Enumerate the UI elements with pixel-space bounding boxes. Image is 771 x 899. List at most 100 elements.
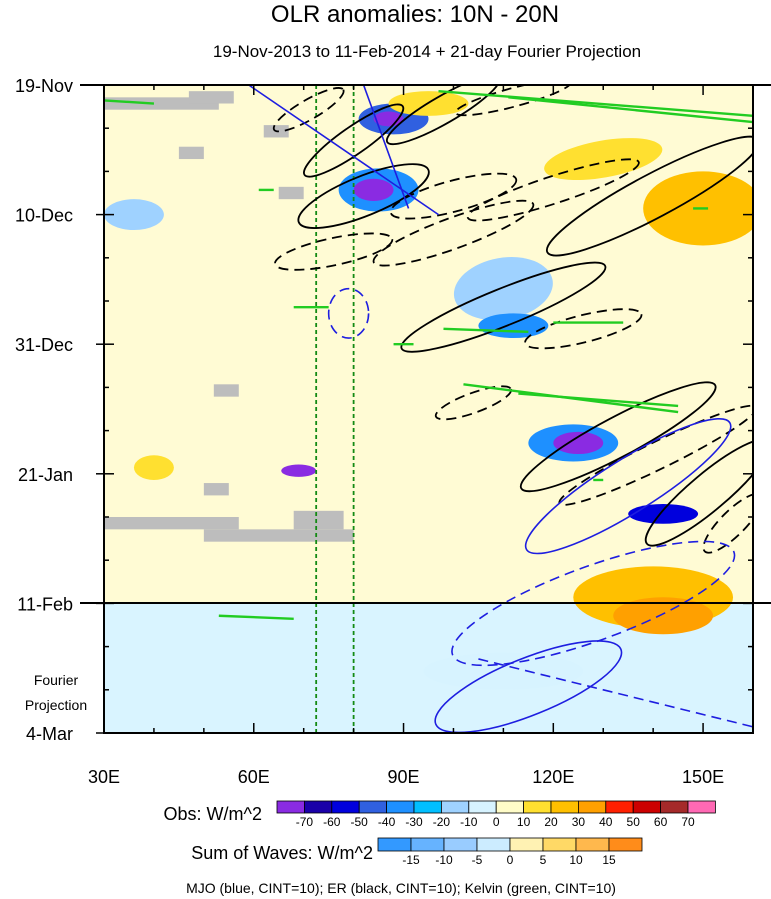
missing-data-box xyxy=(213,384,239,397)
obs-colorbar-swatch xyxy=(632,800,662,814)
obs-colorbar: -70 -60 -50 -40 -30 -20 -10 0 10 20 30 40 50 60 70 xyxy=(276,800,716,829)
missing-data-box xyxy=(203,529,354,542)
fourier-label: Fourier xyxy=(34,672,79,688)
anomaly-blob xyxy=(628,504,699,524)
obs-colorbar-label: -50 xyxy=(351,815,369,829)
x-tick-label: 30E xyxy=(88,767,120,787)
obs-colorbar-swatch xyxy=(276,800,305,814)
waves-colorbar-label: 15 xyxy=(602,853,616,867)
y-tick-label: 10-Dec xyxy=(15,206,73,226)
missing-data-box xyxy=(188,91,234,104)
anomaly-blob xyxy=(478,313,549,339)
waves-colorbar: -15 -10 -5 0 5 10 15 xyxy=(377,837,643,867)
waves-colorbar-swatch xyxy=(443,837,478,852)
anomaly-blob xyxy=(133,455,174,480)
er-contours xyxy=(272,85,753,554)
obs-colorbar-label: 50 xyxy=(627,815,641,829)
er-contour xyxy=(389,172,518,220)
kelvin-contour xyxy=(104,99,154,105)
obs-colorbar-swatch xyxy=(578,800,607,814)
er-contour xyxy=(400,261,607,353)
obs-colorbar-label: 20 xyxy=(544,815,558,829)
kelvin-contours xyxy=(104,89,753,621)
waves-colorbar-label: 10 xyxy=(569,853,583,867)
obs-colorbar-label: -40 xyxy=(378,815,396,829)
missing-data-boxes xyxy=(104,91,354,542)
anomaly-blob xyxy=(104,199,164,231)
obs-colorbar-swatch xyxy=(386,800,415,814)
obs-colorbar-label: -30 xyxy=(405,815,423,829)
er-contour xyxy=(303,103,405,178)
x-tick-label: 60E xyxy=(238,767,270,787)
obs-colorbar-title: Obs: W/m^2 xyxy=(164,804,262,824)
waves-colorbar-title: Sum of Waves: W/m^2 xyxy=(191,843,373,863)
anomaly-blob xyxy=(423,652,584,690)
kelvin-contour xyxy=(443,327,529,334)
obs-colorbar-label: 60 xyxy=(654,815,668,829)
waves-colorbar-swatch xyxy=(476,837,511,852)
obs-colorbar-label: -10 xyxy=(460,815,478,829)
obs-colorbar-swatch xyxy=(468,800,497,814)
er-contour xyxy=(519,381,717,493)
mjo-contours xyxy=(248,85,753,733)
plot-frame xyxy=(103,84,754,734)
mjo-contour xyxy=(248,85,439,216)
y-tick-label: 4-Mar xyxy=(26,724,73,744)
mjo-contour xyxy=(524,417,732,555)
waves-colorbar-swatch xyxy=(542,837,577,852)
waves-colorbar-swatch xyxy=(575,837,610,852)
missing-data-box xyxy=(293,510,344,530)
missing-data-box xyxy=(203,483,229,496)
kelvin-contour xyxy=(438,89,753,118)
kelvin-contour xyxy=(508,96,753,124)
y-tick-label: 19-Nov xyxy=(15,76,73,96)
mjo-contour xyxy=(362,85,410,209)
er-contour xyxy=(466,158,640,222)
waves-colorbar-swatch xyxy=(410,837,445,852)
obs-colorbar-swatch xyxy=(687,800,716,814)
obs-colorbar-swatch xyxy=(605,800,634,814)
obs-colorbar-label: -70 xyxy=(296,815,314,829)
er-contour xyxy=(385,85,501,146)
obs-colorbar-swatch xyxy=(303,800,333,814)
er-contour xyxy=(545,135,753,257)
er-contour xyxy=(644,438,753,547)
waves-colorbar-swatch xyxy=(608,837,643,852)
chart-subtitle: 19-Nov-2013 to 11-Feb-2014 + 21-day Four… xyxy=(213,42,641,61)
obs-colorbar-swatch xyxy=(660,800,689,814)
er-contour xyxy=(272,87,345,133)
obs-colorbar-label: 30 xyxy=(572,815,586,829)
missing-data-box xyxy=(278,186,304,200)
waves-colorbar-label: -10 xyxy=(435,853,453,867)
er-contour xyxy=(702,492,753,554)
anomaly-blob xyxy=(544,138,663,181)
obs-colorbar-swatch xyxy=(495,800,525,814)
waves-colorbar-swatch xyxy=(509,837,544,852)
obs-colorbar-swatch xyxy=(523,800,552,814)
waves-colorbar-label: -15 xyxy=(402,853,420,867)
waves-colorbar-label: -5 xyxy=(472,853,483,867)
obs-colorbar-swatch xyxy=(550,800,579,814)
reference-longitude-lines xyxy=(315,85,355,733)
obs-colorbar-label: -20 xyxy=(433,815,451,829)
obs-colorbar-swatch xyxy=(358,800,388,814)
obs-colorbar-label: 10 xyxy=(517,815,531,829)
anomaly-blob xyxy=(453,257,553,321)
y-tick-label: 21-Jan xyxy=(18,465,73,485)
x-tick-label: 120E xyxy=(532,767,574,787)
x-tick-label: 90E xyxy=(388,767,420,787)
x-axis: 30E 60E 90E 120E 150E xyxy=(88,85,754,787)
kelvin-contour xyxy=(518,392,679,408)
mjo-contour xyxy=(327,287,370,339)
mjo-contour xyxy=(434,640,623,733)
obs-colorbar-swatch xyxy=(413,800,442,814)
missing-data-box xyxy=(178,146,204,160)
chart-title: OLR anomalies: 10N - 20N xyxy=(271,1,559,28)
anomaly-blob xyxy=(553,431,604,455)
er-contour xyxy=(454,85,573,117)
obs-colorbar-label: 0 xyxy=(493,815,500,829)
y-tick-label: 31-Dec xyxy=(15,335,73,355)
contour-legend-footnote: MJO (blue, CINT=10); ER (black, CINT=10)… xyxy=(186,880,616,896)
kelvin-contour xyxy=(218,614,294,621)
